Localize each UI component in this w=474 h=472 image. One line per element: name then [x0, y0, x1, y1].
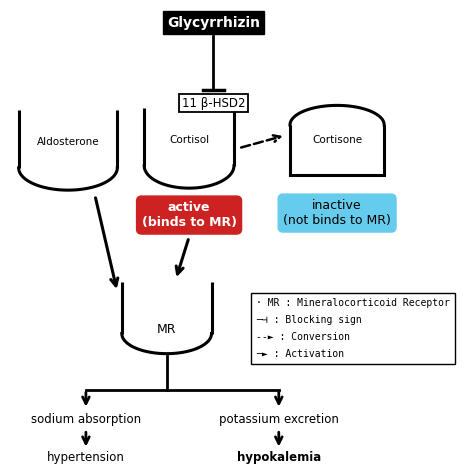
- Text: hypokalemia: hypokalemia: [237, 451, 321, 464]
- Text: · MR : Mineralocorticoid Receptor
─⊣ : Blocking sign
--► : Conversion
─► : Activ: · MR : Mineralocorticoid Receptor ─⊣ : B…: [256, 298, 450, 359]
- Text: potassium excretion: potassium excretion: [219, 413, 339, 426]
- Text: Aldosterone: Aldosterone: [36, 137, 99, 147]
- Text: Glycyrrhizin: Glycyrrhizin: [167, 16, 260, 30]
- Text: hypertension: hypertension: [47, 451, 125, 464]
- Text: Cortisone: Cortisone: [312, 135, 362, 145]
- Text: Cortisol: Cortisol: [169, 135, 209, 145]
- Text: MR: MR: [157, 323, 176, 336]
- Text: inactive
(not binds to MR): inactive (not binds to MR): [283, 199, 391, 227]
- Text: active
(binds to MR): active (binds to MR): [142, 201, 237, 229]
- Text: sodium absorption: sodium absorption: [31, 413, 141, 426]
- Text: 11 β-HSD2: 11 β-HSD2: [182, 97, 245, 110]
